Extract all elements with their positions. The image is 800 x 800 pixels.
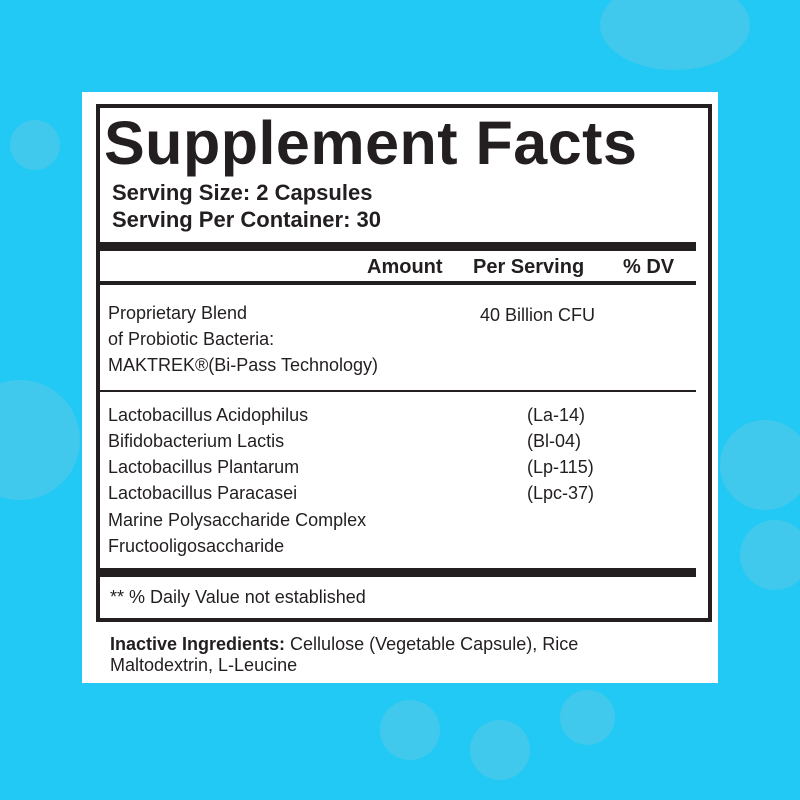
ingredient-name: Bifidobacterium Lactis [108,431,285,451]
page-title: Supplement Facts [104,109,638,177]
ingredient-name: Lactobacillus Acidophilus [108,405,309,425]
divider [100,281,696,285]
supplement-facts-panel [82,92,718,683]
inactive-text-line2: Maltodextrin, L-Leucine [110,655,298,675]
ingredient-name: Lactobacillus Paracasei [108,483,298,503]
column-amount: Amount [367,256,443,278]
footnote: ** % Daily Value not established [110,587,366,607]
ingredient-name: Fructooligosaccharide [108,536,285,556]
ingredient-strain: (Lpc-37) [527,483,595,503]
blend-amount: 40 Billion CFU [480,305,596,325]
ingredient-strain: (La-14) [527,405,586,425]
blend-line: Proprietary Blend [108,303,248,323]
inactive-label: Inactive Ingredients: [110,634,286,654]
divider [100,390,696,392]
blend-line: of Probiotic Bacteria: [108,329,275,349]
ingredient-name: Lactobacillus Plantarum [108,457,300,477]
thick-divider [100,242,696,251]
servings-per-container: Serving Per Container: 30 [112,207,381,232]
ingredient-name: Marine Polysaccharide Complex [108,510,367,530]
column-per-serving: Per Serving [473,256,585,278]
column-dv: % DV [623,256,675,278]
inactive-text: Cellulose (Vegetable Capsule), Rice [285,634,579,654]
facts-box [96,104,712,622]
ingredient-strain: (Lp-115) [527,457,594,477]
inactive-ingredients: Inactive Ingredients: Cellulose (Vegetab… [110,634,578,655]
thick-divider [100,568,696,577]
ingredient-strain: (Bl-04) [527,431,582,451]
blend-line: MAKTREK®(Bi-Pass Technology) [108,355,379,375]
serving-size: Serving Size: 2 Capsules [112,180,373,205]
